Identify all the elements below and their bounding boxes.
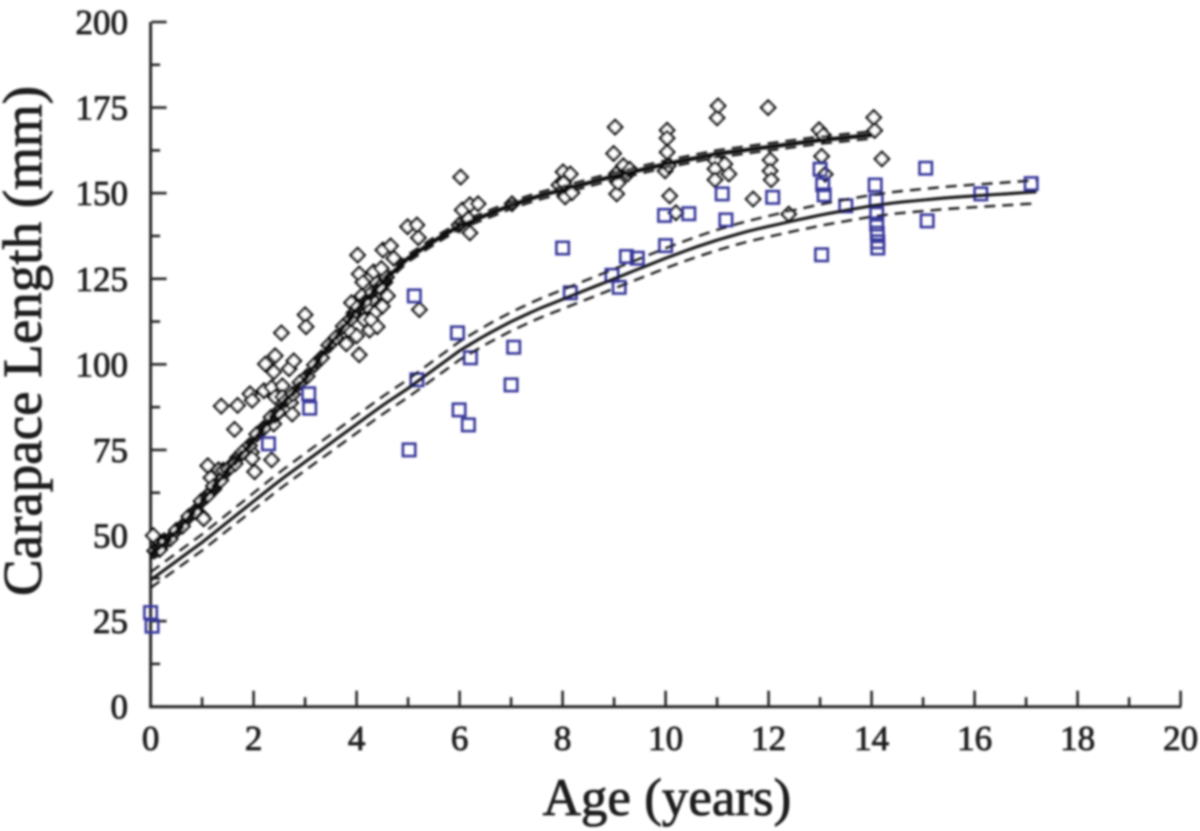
svg-text:50: 50 — [93, 517, 128, 556]
svg-text:10: 10 — [648, 719, 683, 758]
svg-text:12: 12 — [751, 719, 786, 758]
svg-text:150: 150 — [76, 174, 129, 213]
svg-text:18: 18 — [1060, 719, 1095, 758]
svg-text:75: 75 — [93, 431, 128, 470]
svg-text:Age (years): Age (years) — [543, 769, 792, 827]
svg-text:0: 0 — [142, 719, 160, 758]
svg-text:Carapace Length (mm): Carapace Length (mm) — [0, 86, 53, 596]
svg-text:4: 4 — [348, 719, 366, 758]
svg-text:20: 20 — [1163, 719, 1198, 758]
svg-text:16: 16 — [957, 719, 992, 758]
svg-text:200: 200 — [76, 3, 129, 42]
svg-text:175: 175 — [76, 89, 129, 128]
svg-text:14: 14 — [854, 719, 889, 758]
svg-text:2: 2 — [245, 719, 263, 758]
svg-text:25: 25 — [93, 602, 128, 641]
svg-text:6: 6 — [451, 719, 469, 758]
svg-text:100: 100 — [76, 345, 129, 384]
svg-text:0: 0 — [111, 688, 129, 727]
svg-text:8: 8 — [554, 719, 572, 758]
svg-text:125: 125 — [76, 260, 129, 299]
